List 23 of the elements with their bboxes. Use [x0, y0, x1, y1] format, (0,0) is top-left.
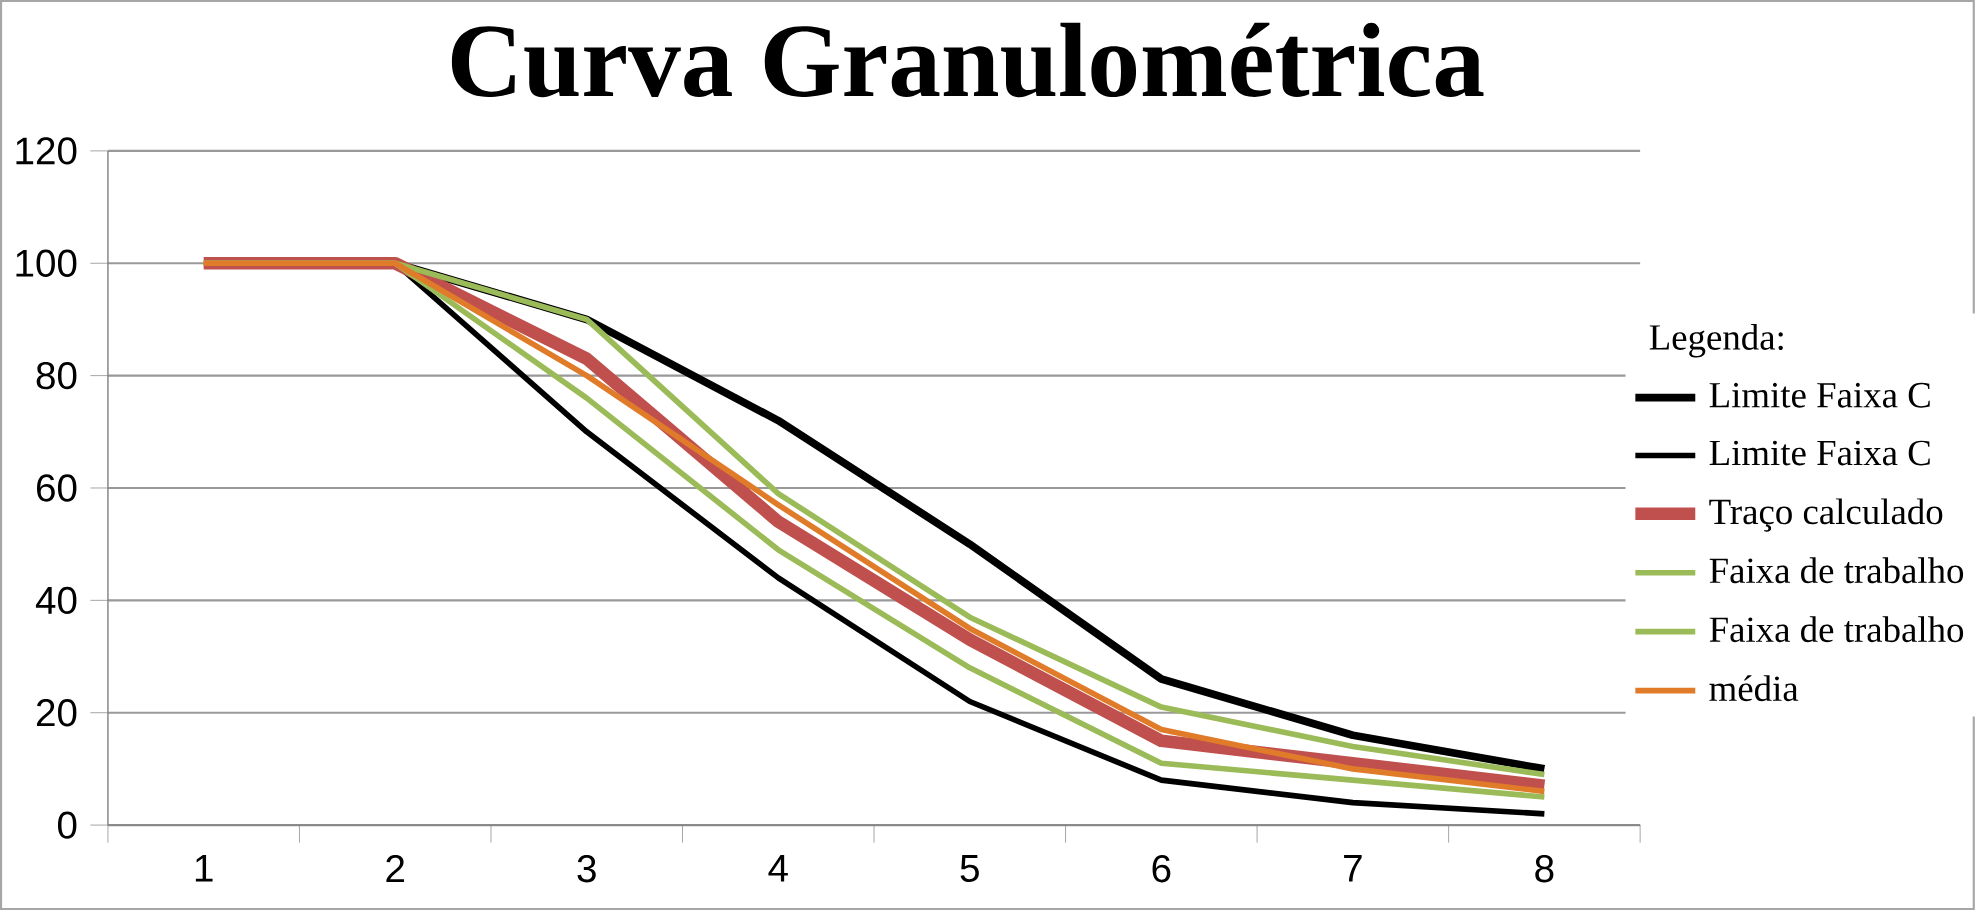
legend-label: Faixa de trabalho [1709, 557, 1964, 584]
x-tick-label: 4 [768, 855, 788, 882]
y-tick-label: 100 [16, 249, 77, 277]
y-tick-label: 60 [37, 474, 77, 502]
legend-title: Legenda: [1649, 323, 1783, 358]
legend-label: Traço calculado [1709, 498, 1943, 532]
y-tick-label: 0 [57, 811, 77, 839]
x-tick-label: 6 [1152, 855, 1171, 883]
y-tick-label: 80 [36, 361, 77, 390]
y-tick-label: 20 [36, 699, 77, 727]
y-tick-label: 40 [35, 586, 77, 615]
x-tick-label: 5 [960, 855, 979, 882]
legend-label: Limite Faixa C [1709, 382, 1930, 408]
y-tick-label: 120 [16, 137, 77, 165]
legend-label: Faixa de trabalho [1709, 616, 1964, 643]
legend-label: média [1709, 675, 1799, 702]
legend-label: Limite Faixa C [1709, 440, 1930, 466]
chart-title: Curva Granulométrica [451, 22, 1484, 98]
x-tick-label: 2 [386, 855, 405, 882]
x-tick-label: 8 [1535, 855, 1554, 883]
x-tick-label: 7 [1344, 855, 1362, 882]
x-tick-label: 1 [195, 855, 213, 882]
x-tick-label: 3 [577, 855, 596, 883]
